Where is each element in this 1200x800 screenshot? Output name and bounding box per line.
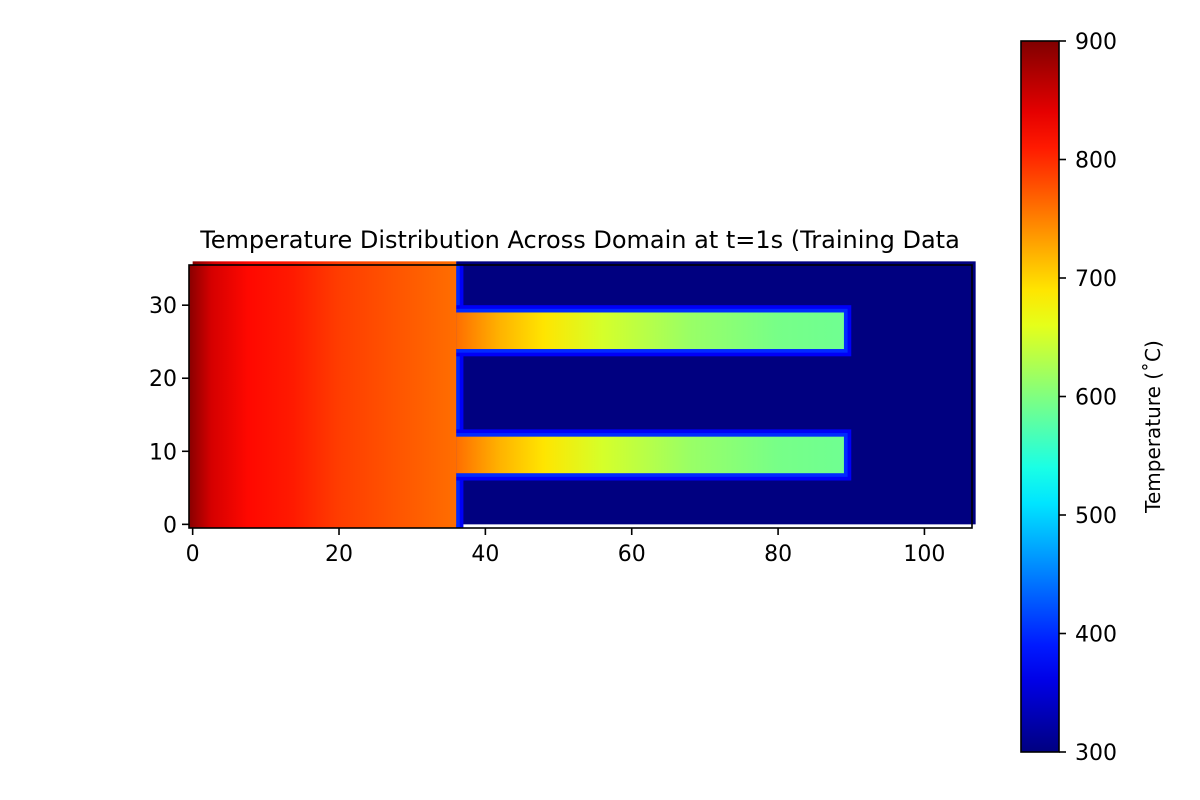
chart-title: Temperature Distribution Across Domain a… — [199, 226, 960, 254]
colorbar-tick-label: 400 — [1075, 623, 1117, 648]
colorbar-tick-label: 300 — [1075, 741, 1117, 766]
colorbar-gradient — [1021, 41, 1059, 752]
colorbar-tick-label: 800 — [1075, 149, 1117, 174]
colorbar-tick-label: 700 — [1075, 267, 1117, 292]
region-ambient — [456, 261, 976, 525]
colorbar-tick-label: 900 — [1075, 30, 1117, 55]
colorbar-tick-label: 600 — [1075, 386, 1117, 411]
x-tick-label: 100 — [903, 542, 945, 567]
colorbar-label: Temperature (˚C) — [1141, 340, 1165, 514]
x-tick-label: 60 — [618, 542, 646, 567]
plot-area: 0 20 40 60 80 100 0 10 20 30 — [149, 261, 976, 567]
plot-frame — [188, 264, 973, 529]
x-axis: 0 20 40 60 80 100 — [186, 528, 945, 567]
colorbar: 300 400 500 600 700 800 900 Temperature (˚C) — [1020, 30, 1165, 766]
y-tick-label: 30 — [149, 294, 177, 319]
region-lower-fin — [456, 436, 844, 474]
y-axis: 0 10 20 30 — [149, 294, 189, 538]
x-tick-label: 40 — [471, 542, 499, 567]
y-tick-label: 0 — [163, 513, 177, 538]
colorbar-ticks: 300 400 500 600 700 800 900 — [1059, 30, 1117, 766]
y-tick-label: 20 — [149, 367, 177, 392]
region-hot-block-fill — [189, 265, 457, 528]
x-tick-label: 80 — [764, 542, 792, 567]
heatmap-cells — [189, 261, 976, 528]
y-tick-label: 10 — [149, 440, 177, 465]
x-tick-label: 0 — [186, 542, 200, 567]
x-tick-label: 20 — [325, 542, 353, 567]
colorbar-tick-label: 500 — [1075, 504, 1117, 529]
region-upper-fin — [456, 312, 844, 350]
